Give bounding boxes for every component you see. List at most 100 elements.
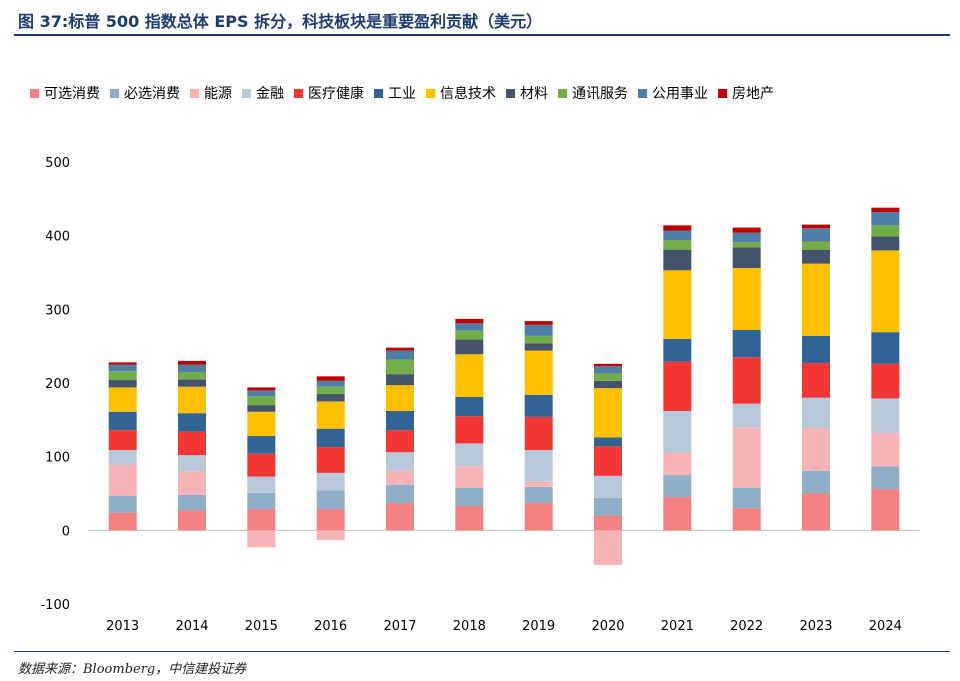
legend-swatch — [110, 88, 119, 98]
bar-segment — [663, 497, 692, 531]
legend-label: 房地产 — [732, 86, 774, 102]
legend-label: 金融 — [256, 86, 284, 102]
bar-segment — [524, 486, 553, 504]
bar-segment — [178, 379, 206, 387]
bar-segment — [871, 212, 900, 226]
legend-item: 通讯服务 — [558, 83, 628, 103]
bar-segment — [316, 490, 345, 509]
legend-label: 工业 — [388, 86, 416, 102]
x-tick-label: 2014 — [175, 619, 208, 634]
legend-swatch — [506, 88, 515, 98]
legend-swatch — [242, 88, 251, 98]
bar-segment — [386, 350, 414, 360]
legend-label: 材料 — [520, 86, 548, 102]
bar-segment — [178, 494, 206, 511]
x-tick-label: 2023 — [799, 619, 832, 634]
bar-segment — [178, 471, 206, 495]
x-tick-label: 2021 — [661, 619, 694, 634]
bar-segment — [386, 410, 414, 431]
bar-segment — [663, 475, 692, 498]
bar-segment — [663, 270, 692, 339]
bar-segment — [247, 390, 276, 397]
legend-label: 能源 — [204, 86, 232, 102]
bar-segment — [524, 343, 553, 351]
legend-label: 医疗健康 — [308, 86, 364, 102]
bar-segment — [247, 530, 276, 548]
bar-segment — [663, 338, 692, 362]
legend-item: 信息技术 — [426, 83, 496, 103]
bar-segment — [386, 484, 414, 504]
bar-segment — [732, 508, 761, 531]
bar-segment — [178, 360, 206, 365]
bar-segment — [594, 366, 622, 374]
legend-swatch — [558, 88, 567, 98]
bar-segment — [663, 410, 692, 453]
bar-segment — [108, 495, 137, 513]
legend-item: 工业 — [374, 83, 416, 103]
bar-segment — [316, 472, 345, 491]
bar-segment — [178, 413, 206, 432]
legend-swatch — [294, 88, 303, 98]
bar-segment — [663, 230, 692, 241]
x-tick-label: 2024 — [869, 619, 902, 634]
bar-segment — [455, 396, 484, 417]
bar-segment — [247, 453, 276, 477]
bar-segment — [108, 411, 137, 431]
bar-segment — [455, 354, 484, 397]
bar-segment — [871, 466, 900, 490]
bar-segment — [802, 241, 830, 250]
bar-segment — [871, 250, 900, 333]
x-tick-label: 2016 — [314, 619, 347, 634]
bar-segment — [732, 329, 761, 358]
bar-segment — [802, 470, 830, 494]
bar-segment — [594, 380, 622, 389]
bar-segment — [455, 318, 484, 324]
bar-segment — [802, 397, 830, 428]
bar-segment — [386, 452, 414, 471]
bar-segment — [802, 427, 830, 471]
page-title: 图 37:标普 500 指数总体 EPS 拆分，科技板块是重要盈利贡献（美元） — [18, 12, 543, 31]
bar-segment — [663, 452, 692, 476]
bar-segment — [802, 249, 830, 264]
bar-segment — [386, 385, 414, 411]
bar-segment — [178, 431, 206, 456]
legend-item: 必选消费 — [110, 83, 180, 103]
bar-segment — [871, 207, 900, 213]
legend-item: 公用事业 — [638, 83, 708, 103]
x-tick-label: 2017 — [383, 619, 416, 634]
bar-segment — [386, 374, 414, 386]
bar-segment — [663, 361, 692, 411]
bar-segment — [871, 398, 900, 434]
bar-segment — [732, 242, 761, 248]
bar-segment — [455, 487, 484, 507]
source-note: 数据来源：Bloomberg，中信建投证券 — [18, 662, 247, 677]
bar-segment — [108, 464, 137, 496]
bar-segment — [802, 228, 830, 242]
bar-segment — [247, 405, 276, 412]
x-tick-label: 2013 — [106, 619, 139, 634]
bar-segment — [524, 416, 553, 451]
legend-label: 通讯服务 — [572, 86, 628, 102]
legend-item: 材料 — [506, 83, 548, 103]
x-tick-label: 2015 — [245, 619, 278, 634]
bar-segment — [663, 249, 692, 271]
bar-segment — [455, 323, 484, 331]
bar-segment — [871, 236, 900, 251]
bar-segment — [594, 437, 622, 447]
bar-segment — [247, 411, 276, 437]
bar-segment — [871, 332, 900, 364]
legend-swatch — [426, 88, 435, 98]
bar-segment — [802, 335, 830, 364]
bar-segment — [247, 387, 276, 391]
bar-segment — [524, 321, 553, 325]
bar-segment — [524, 324, 553, 336]
y-tick-label: 0 — [62, 524, 70, 539]
bar-segment — [732, 357, 761, 404]
bar-segment — [108, 364, 137, 372]
bar-segment — [247, 436, 276, 454]
legend-swatch — [374, 88, 383, 98]
chart-legend: 可选消费 必选消费 能源 金融 医疗健康 工业 信息技术 材料 通讯服务 公用事业 房地产 — [30, 82, 940, 104]
bar-segment — [802, 224, 830, 229]
bar-segment — [316, 380, 345, 387]
bar-segment — [455, 506, 484, 531]
